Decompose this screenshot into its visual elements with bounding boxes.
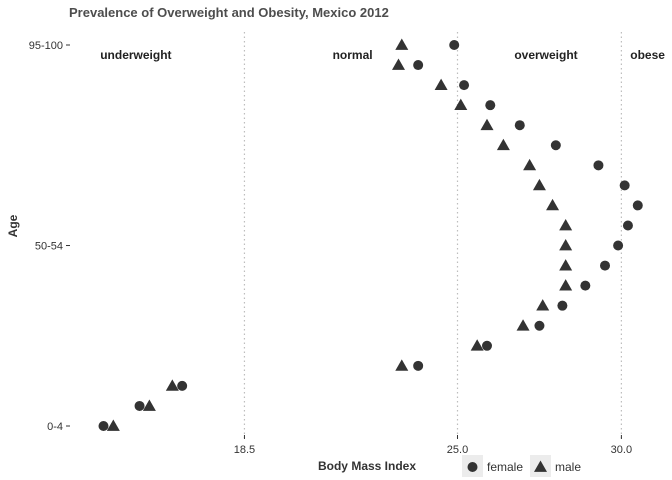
female-point-4 <box>482 340 492 351</box>
male-point-11 <box>546 198 560 211</box>
female-point-1 <box>134 400 145 411</box>
male-point-5 <box>516 319 530 331</box>
reference-lines <box>243 32 622 438</box>
male-point-3 <box>395 359 409 371</box>
y-tick-label: 0-4 <box>47 421 63 433</box>
female-point-19 <box>449 40 460 50</box>
female-point-13 <box>593 160 604 171</box>
region-labels: underweight normal overweight obese <box>100 48 665 62</box>
male-point-12 <box>532 178 546 191</box>
data-marks <box>98 38 643 431</box>
x-axis: 18.5 25.0 30.0 <box>234 435 632 456</box>
female-point-5 <box>534 320 545 331</box>
y-axis-title: Age <box>6 214 20 237</box>
female-point-17 <box>459 80 470 91</box>
male-point-6 <box>536 299 550 311</box>
female-point-0 <box>98 421 109 431</box>
female-point-6 <box>557 300 568 311</box>
male-point-1 <box>142 399 156 411</box>
male-point-10 <box>559 218 573 231</box>
male-point-4 <box>470 339 484 351</box>
female-point-2 <box>177 380 188 391</box>
region-label-obese: obese <box>630 48 665 62</box>
chart-title: Prevalence of Overweight and Obesity, Me… <box>69 5 389 20</box>
legend: female male <box>462 455 581 477</box>
female-point-16 <box>485 100 496 111</box>
male-point-13 <box>523 158 537 171</box>
legend-key-female <box>467 462 478 472</box>
female-point-14 <box>550 140 561 151</box>
y-tick-label: 95-100 <box>29 40 63 52</box>
female-point-15 <box>514 120 525 131</box>
male-point-18 <box>392 58 405 70</box>
region-label-normal: normal <box>333 48 373 62</box>
male-point-14 <box>496 138 510 151</box>
x-tick-label: 18.5 <box>234 444 255 456</box>
male-point-16 <box>454 98 468 111</box>
female-point-11 <box>632 200 643 211</box>
legend-label-male: male <box>555 460 581 474</box>
x-tick-label: 30.0 <box>611 444 632 456</box>
y-axis: 0-4 50-54 95-100 <box>29 40 70 433</box>
female-point-7 <box>580 280 591 291</box>
female-point-12 <box>619 180 630 191</box>
x-tick-label: 25.0 <box>447 444 468 456</box>
male-point-8 <box>559 259 573 271</box>
female-point-10 <box>622 220 633 231</box>
male-point-7 <box>559 279 573 291</box>
female-point-18 <box>413 60 424 71</box>
female-point-8 <box>600 260 610 271</box>
legend-key-male <box>534 460 547 472</box>
male-point-19 <box>395 38 409 50</box>
male-point-2 <box>165 379 179 391</box>
x-axis-title: Body Mass Index <box>318 459 416 473</box>
region-label-overweight: overweight <box>514 48 577 62</box>
male-point-9 <box>559 239 573 251</box>
y-tick-label: 50-54 <box>35 241 63 253</box>
male-point-0 <box>106 419 120 431</box>
male-point-15 <box>480 118 494 131</box>
legend-label-female: female <box>487 460 523 474</box>
female-point-3 <box>413 360 424 371</box>
female-point-9 <box>613 240 624 251</box>
region-label-underweight: underweight <box>100 48 171 62</box>
male-point-17 <box>434 78 448 90</box>
